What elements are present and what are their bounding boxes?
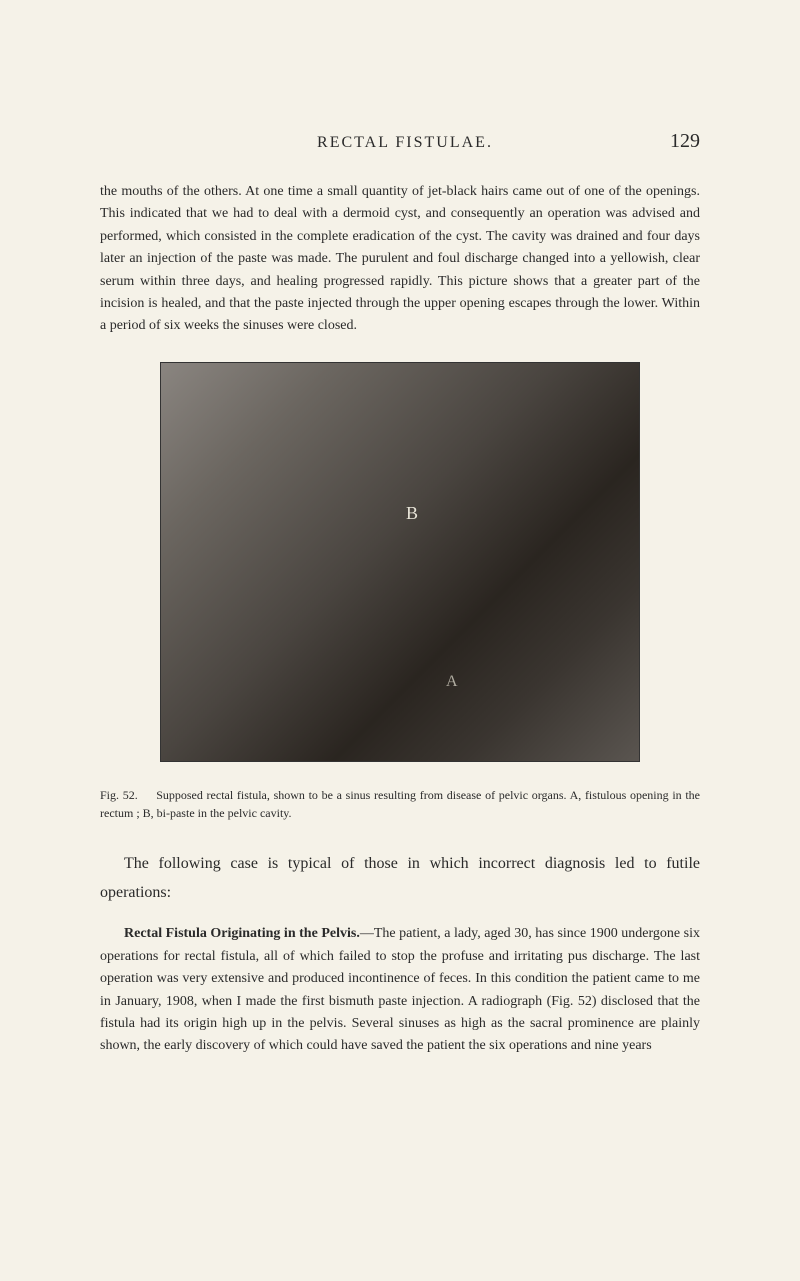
figure-container: B A — [100, 362, 700, 762]
caption-spacer — [141, 788, 152, 802]
figure-image: B A — [160, 362, 640, 762]
figure-caption: Fig. 52. Supposed rectal fistula, shown … — [100, 786, 700, 822]
body-text: The following case is typical of those i… — [100, 850, 700, 908]
page-number: 129 — [670, 130, 700, 153]
figure-label-a: A — [446, 673, 458, 691]
paragraph-1: the mouths of the others. At one time a … — [100, 181, 700, 338]
header-title: RECTAL FISTULAE. — [140, 134, 670, 152]
section-text: —The patient, a lady, aged 30, has since… — [100, 926, 700, 1053]
caption-text: Supposed rectal fistula, shown to be a s… — [100, 788, 700, 820]
caption-prefix: Fig. 52. — [100, 788, 138, 802]
page-header: RECTAL FISTULAE. 129 — [100, 130, 700, 153]
body-text-content: The following case is typical of those i… — [100, 855, 700, 901]
section-heading: Rectal Fistula Originating in the Pelvis… — [124, 926, 360, 941]
figure-label-b: B — [406, 503, 418, 524]
section-paragraph: Rectal Fistula Originating in the Pelvis… — [100, 923, 700, 1057]
